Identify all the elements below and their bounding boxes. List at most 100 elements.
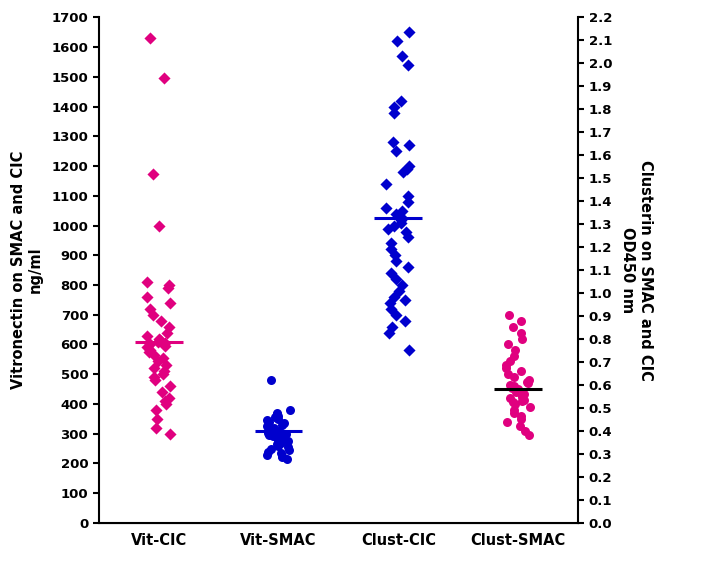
Point: [525, 402, 536, 411]
Point: [501, 417, 512, 426]
Point: [144, 347, 155, 357]
Point: [510, 399, 521, 408]
Point: [273, 433, 284, 443]
Point: [403, 28, 415, 37]
Point: [515, 411, 527, 421]
Point: [274, 429, 286, 438]
Point: [145, 304, 156, 314]
Point: [393, 286, 404, 296]
Point: [518, 395, 529, 404]
Point: [262, 447, 274, 456]
Point: [142, 343, 153, 352]
Point: [403, 162, 415, 171]
Point: [161, 399, 172, 408]
Point: [391, 310, 402, 320]
Point: [388, 108, 400, 117]
Point: [524, 375, 535, 385]
Point: [159, 396, 171, 406]
Point: [509, 408, 520, 418]
Point: [403, 233, 414, 242]
Point: [267, 432, 278, 441]
Point: [282, 443, 293, 452]
Point: [165, 429, 176, 438]
Point: [272, 411, 283, 421]
Point: [388, 292, 400, 302]
Point: [508, 352, 520, 361]
Point: [386, 304, 397, 314]
Point: [516, 396, 527, 406]
Point: [396, 206, 407, 216]
Point: [154, 221, 165, 230]
Point: [270, 413, 281, 422]
Point: [145, 34, 156, 43]
Point: [276, 436, 287, 446]
Point: [141, 277, 152, 286]
Point: [502, 340, 513, 349]
Point: [397, 167, 408, 177]
Point: [401, 164, 412, 174]
Point: [276, 453, 288, 462]
Point: [276, 438, 287, 447]
Point: [147, 169, 159, 178]
Point: [266, 425, 278, 434]
Point: [283, 446, 295, 455]
Point: [396, 281, 407, 290]
Point: [271, 408, 282, 418]
Y-axis label: Clusterin on SMAC and CIC
OD450 nm: Clusterin on SMAC and CIC OD450 nm: [620, 160, 653, 381]
Point: [386, 268, 397, 278]
Point: [141, 331, 152, 340]
Point: [145, 340, 156, 349]
Point: [503, 310, 515, 320]
Point: [276, 420, 288, 429]
Point: [268, 423, 279, 432]
Point: [515, 316, 527, 325]
Point: [384, 298, 396, 307]
Point: [145, 346, 156, 355]
Point: [505, 356, 516, 365]
Point: [152, 414, 163, 424]
Point: [273, 433, 284, 442]
Point: [505, 380, 516, 389]
Point: [388, 138, 399, 147]
Point: [153, 337, 164, 346]
Point: [515, 367, 526, 376]
Point: [404, 141, 415, 150]
Point: [391, 274, 402, 284]
Point: [397, 52, 408, 61]
Point: [148, 364, 159, 373]
Point: [388, 102, 400, 112]
Point: [519, 426, 530, 435]
Point: [509, 406, 520, 415]
Point: [149, 350, 160, 360]
Point: [277, 451, 288, 461]
Point: [386, 239, 397, 248]
Point: [164, 393, 175, 403]
Point: [523, 431, 534, 440]
Point: [281, 454, 293, 464]
Point: [513, 385, 524, 394]
Point: [284, 406, 295, 415]
Point: [508, 398, 519, 407]
Point: [515, 328, 527, 337]
Point: [159, 367, 170, 376]
Point: [513, 386, 525, 395]
Point: [501, 361, 512, 370]
Point: [382, 224, 393, 233]
Point: [402, 263, 413, 272]
Point: [148, 310, 159, 320]
Point: [271, 428, 282, 437]
Point: [399, 295, 410, 304]
Point: [508, 322, 519, 331]
Point: [381, 203, 392, 213]
Point: [516, 334, 527, 343]
Point: [403, 60, 414, 70]
Point: [381, 180, 392, 189]
Point: [151, 406, 162, 415]
Point: [508, 382, 520, 391]
Point: [509, 346, 520, 355]
Point: [159, 338, 171, 347]
Point: [151, 423, 162, 432]
Point: [518, 389, 529, 398]
Point: [158, 370, 169, 379]
Point: [164, 382, 176, 391]
